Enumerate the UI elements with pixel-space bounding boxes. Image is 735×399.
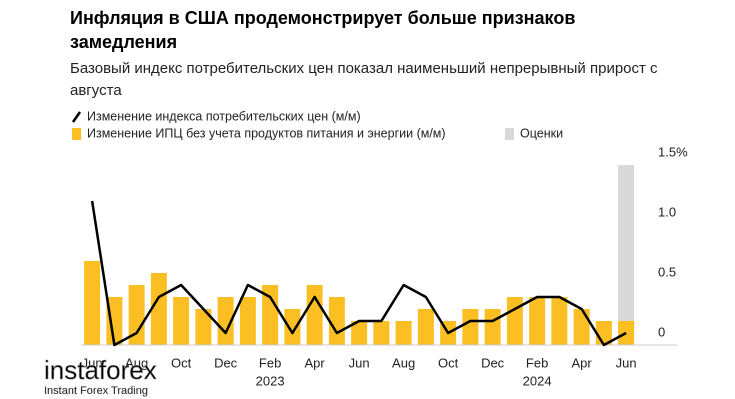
bar xyxy=(484,309,501,345)
bar xyxy=(351,321,368,345)
y-tick-label: 0 xyxy=(658,324,665,339)
title-box: Инфляция в США продемонстрирует больше п… xyxy=(70,8,576,52)
watermark-brand: instaforex xyxy=(44,355,157,385)
x-tick-label: Feb xyxy=(526,355,548,370)
bar xyxy=(529,297,546,345)
x-tick-label: Dec xyxy=(481,355,505,370)
bar xyxy=(239,297,256,345)
bar xyxy=(462,309,479,345)
subtitle-box: Базовый индекс потребительских цен показ… xyxy=(70,60,658,99)
bar xyxy=(551,297,568,345)
legend-label: Изменение ИПЦ без учета продуктов питани… xyxy=(87,126,446,140)
y-tick-label: 1.0 xyxy=(658,204,676,219)
x-tick-label: Aug xyxy=(125,355,148,370)
bar xyxy=(506,297,523,345)
bar xyxy=(150,273,167,345)
legend-label: Изменение индекса потребительских цен (м… xyxy=(87,109,361,123)
bar xyxy=(306,285,323,345)
x-tick-label: Dec xyxy=(214,355,238,370)
bar xyxy=(373,321,390,345)
bar xyxy=(573,309,590,345)
y-tick-label: 0.5 xyxy=(658,264,676,279)
x-tick-label: Feb xyxy=(259,355,281,370)
watermark-tagline: Instant Forex Trading xyxy=(44,385,148,397)
bar xyxy=(284,309,301,345)
bar xyxy=(128,285,145,345)
x-tick-label: Oct xyxy=(171,355,192,370)
bar xyxy=(106,297,123,345)
bar xyxy=(262,285,279,345)
bar xyxy=(328,297,345,345)
x-year-label: 2024 xyxy=(523,373,552,388)
x-year-label: 2023 xyxy=(256,373,285,388)
bar xyxy=(417,309,434,345)
x-tick-label: Apr xyxy=(572,355,593,370)
legend-swatch xyxy=(71,111,82,123)
legend-label: Оценки xyxy=(520,126,563,140)
x-tick-label: Aug xyxy=(392,355,415,370)
x-tick-label: Apr xyxy=(305,355,326,370)
bar xyxy=(618,165,635,345)
bar xyxy=(84,261,101,345)
line-series xyxy=(90,200,627,347)
chart-subtitle: Базовый индекс потребительских цен показ… xyxy=(70,60,658,99)
x-tick-label: Jun xyxy=(349,355,370,370)
x-tick-label: Jun xyxy=(616,355,637,370)
bar xyxy=(173,297,190,345)
chart-title: Инфляция в США продемонстрирует больше п… xyxy=(70,8,576,52)
y-tick-label: 1.5% xyxy=(658,144,688,159)
x-tick-label: Oct xyxy=(438,355,459,370)
bar xyxy=(217,297,234,345)
watermark-logo xyxy=(9,359,39,389)
legend-swatch xyxy=(72,128,81,140)
bar xyxy=(395,321,412,345)
bar xyxy=(195,309,212,345)
legend-swatch xyxy=(505,128,514,140)
x-tick-label: Jun xyxy=(82,355,103,370)
